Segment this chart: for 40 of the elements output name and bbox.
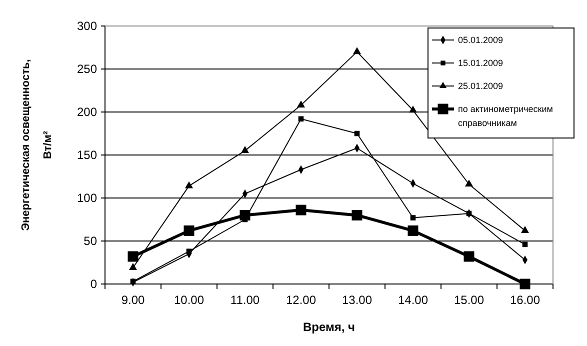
y-tick-label: 50 — [84, 234, 98, 248]
point — [186, 248, 192, 254]
point — [298, 116, 304, 122]
point — [184, 181, 194, 188]
point — [352, 47, 362, 54]
point — [128, 263, 138, 270]
point — [520, 278, 530, 290]
point — [128, 251, 138, 262]
legend-label: 15.01.2009 — [458, 58, 504, 68]
legend-label: 05.01.2009 — [458, 35, 504, 46]
point — [184, 225, 194, 236]
legend-label: 25.01.2009 — [458, 81, 504, 92]
point — [408, 225, 418, 236]
point — [240, 210, 250, 220]
x-tick-label: 9.00 — [121, 293, 145, 307]
y-tick-label: 150 — [76, 148, 98, 162]
x-tick-label: 13.00 — [342, 293, 372, 307]
legend-label: по актинометрическим справочникам — [458, 104, 553, 128]
point — [408, 106, 418, 113]
x-tick-label: 15.00 — [454, 293, 484, 307]
point — [464, 251, 474, 262]
y-tick-label: 0 — [90, 277, 98, 292]
point — [296, 204, 306, 216]
y-tick-label: 200 — [76, 105, 98, 120]
y-tick-label: 300 — [76, 19, 98, 34]
x-tick-label: 12.00 — [286, 293, 316, 307]
x-axis-title: Время, ч — [302, 320, 356, 334]
x-tick-label: 14.00 — [398, 293, 428, 307]
x-tick-label: 11.00 — [230, 293, 260, 307]
y-tick-label: 100 — [76, 191, 98, 206]
point — [296, 100, 306, 108]
y-tick-label: 250 — [76, 62, 98, 76]
point — [240, 146, 250, 154]
x-tick-label: 10.00 — [174, 293, 204, 307]
point — [464, 180, 474, 187]
point — [520, 226, 530, 233]
point — [410, 215, 416, 220]
y-axis-title: Энергетическая освещенность, Вт/м² — [20, 59, 54, 231]
x-tick-label: 16.00 — [510, 293, 540, 307]
point — [352, 210, 362, 220]
